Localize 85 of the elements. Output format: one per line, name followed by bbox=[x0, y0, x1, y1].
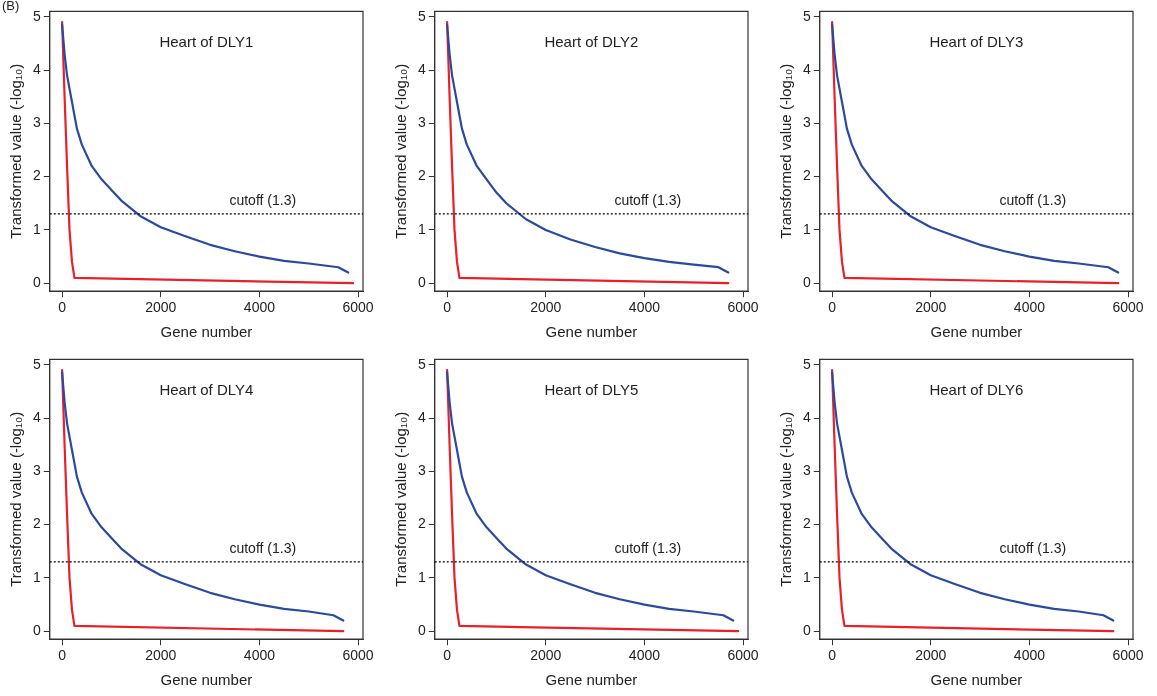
y-tick-label: 0 bbox=[32, 274, 41, 291]
y-tick-label: 3 bbox=[417, 462, 426, 479]
y-tick-label: 0 bbox=[417, 622, 426, 639]
y-tick-label: 2 bbox=[32, 167, 41, 184]
y-tick-label: 4 bbox=[802, 408, 811, 425]
ref-line-label: cutoff (1.3) bbox=[999, 191, 1067, 208]
y-axis-title: Transformed value (-log₁₀) bbox=[7, 63, 25, 239]
y-tick-label: 4 bbox=[32, 60, 41, 77]
y-axis-title: Transformed value (-log₁₀) bbox=[777, 411, 795, 587]
y-tick-label: 5 bbox=[32, 355, 41, 372]
x-tick-label: 2000 bbox=[915, 647, 947, 664]
x-axis-title: Gene number bbox=[160, 323, 253, 341]
x-tick-label: 0 bbox=[58, 647, 67, 664]
x-tick-label: 4000 bbox=[1013, 647, 1046, 664]
y-axis-title: Transformed value (-log₁₀) bbox=[392, 411, 410, 587]
x-tick-label: 6000 bbox=[1112, 647, 1144, 664]
x-tick-label: 6000 bbox=[727, 647, 759, 664]
y-tick-label: 5 bbox=[32, 7, 41, 24]
x-tick-label: 0 bbox=[828, 299, 837, 316]
x-tick-label: 2000 bbox=[145, 647, 177, 664]
x-tick-label: 4000 bbox=[628, 299, 661, 316]
x-tick-label: 0 bbox=[58, 299, 67, 316]
y-tick-label: 0 bbox=[32, 622, 41, 639]
x-tick-label: 4000 bbox=[1013, 299, 1046, 316]
text: Heart of DLY1 bbox=[159, 33, 254, 51]
y-tick-label: 4 bbox=[802, 60, 811, 77]
y-tick-label: 1 bbox=[417, 220, 426, 237]
y-tick-label: 2 bbox=[802, 167, 811, 184]
text: Heart of DLY5 bbox=[544, 381, 639, 399]
y-tick-label: 3 bbox=[32, 114, 41, 131]
ref-line-label: cutoff (1.3) bbox=[999, 539, 1067, 556]
y-tick-label: 2 bbox=[417, 167, 426, 184]
y-tick-label: 5 bbox=[417, 7, 426, 24]
y-tick-label: 4 bbox=[32, 408, 41, 425]
y-tick-label: 3 bbox=[802, 114, 811, 131]
x-tick-label: 0 bbox=[443, 647, 452, 664]
text: Heart of DLY6 bbox=[929, 381, 1024, 399]
y-tick-label: 0 bbox=[802, 622, 811, 639]
y-tick-label: 4 bbox=[417, 408, 426, 425]
y-axis-title: Transformed value (-log₁₀) bbox=[7, 411, 25, 587]
y-tick-label: 5 bbox=[417, 355, 426, 372]
text: Heart of DLY2 bbox=[544, 33, 639, 51]
x-tick-label: 6000 bbox=[342, 299, 374, 316]
x-axis-title: Gene number bbox=[930, 671, 1023, 689]
x-tick-label: 2000 bbox=[530, 647, 562, 664]
y-tick-label: 4 bbox=[417, 60, 426, 77]
x-axis-title: Gene number bbox=[160, 671, 253, 689]
x-tick-label: 2000 bbox=[530, 299, 562, 316]
ref-line-label: cutoff (1.3) bbox=[229, 191, 297, 208]
ref-line-label: cutoff (1.3) bbox=[614, 191, 682, 208]
y-tick-label: 3 bbox=[32, 462, 41, 479]
y-tick-label: 3 bbox=[417, 114, 426, 131]
y-tick-label: 2 bbox=[32, 515, 41, 532]
y-tick-label: 0 bbox=[802, 274, 811, 291]
y-tick-label: 1 bbox=[32, 568, 41, 585]
y-tick-label: 1 bbox=[802, 568, 811, 585]
x-tick-label: 0 bbox=[443, 299, 452, 316]
x-tick-label: 2000 bbox=[145, 299, 177, 316]
x-tick-label: 6000 bbox=[727, 299, 759, 316]
y-tick-label: 5 bbox=[802, 355, 811, 372]
y-tick-label: 1 bbox=[417, 568, 426, 585]
y-tick-label: 3 bbox=[802, 462, 811, 479]
ref-line-label: cutoff (1.3) bbox=[614, 539, 682, 556]
text: Heart of DLY4 bbox=[159, 381, 254, 399]
x-axis-title: Gene number bbox=[930, 323, 1023, 341]
x-tick-label: 6000 bbox=[1112, 299, 1144, 316]
x-tick-label: 0 bbox=[828, 647, 837, 664]
x-tick-label: 6000 bbox=[342, 647, 374, 664]
y-tick-label: 1 bbox=[32, 220, 41, 237]
y-tick-label: 2 bbox=[417, 515, 426, 532]
x-axis-title: Gene number bbox=[545, 671, 638, 689]
x-tick-label: 2000 bbox=[915, 299, 947, 316]
x-tick-label: 4000 bbox=[628, 647, 661, 664]
y-tick-label: 1 bbox=[802, 220, 811, 237]
y-tick-label: 5 bbox=[802, 7, 811, 24]
y-axis-title: Transformed value (-log₁₀) bbox=[392, 63, 410, 239]
y-axis-title: Transformed value (-log₁₀) bbox=[777, 63, 795, 239]
y-tick-label: 2 bbox=[802, 515, 811, 532]
x-tick-label: 4000 bbox=[243, 647, 276, 664]
text: (B) bbox=[2, 0, 20, 14]
y-tick-label: 0 bbox=[417, 274, 426, 291]
x-tick-label: 4000 bbox=[243, 299, 276, 316]
ref-line-label: cutoff (1.3) bbox=[229, 539, 297, 556]
text: Heart of DLY3 bbox=[929, 33, 1024, 51]
x-axis-title: Gene number bbox=[545, 323, 638, 341]
